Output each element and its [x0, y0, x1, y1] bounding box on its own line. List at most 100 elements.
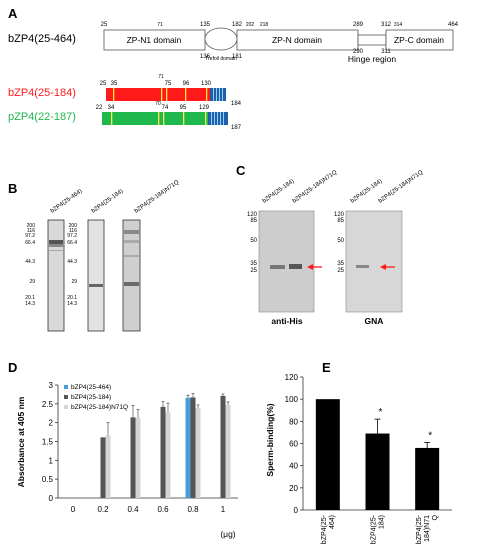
data-bar [105, 435, 111, 498]
gel-strip-3 [122, 219, 141, 332]
absorbance-bar-chart: 0 0.5 1 1.5 2 2.5 3 0 0.2 0.4 0.6 0.8 1 bZP4(25-464) b… [42, 381, 238, 514]
data-bar [220, 395, 226, 498]
domain-trefoil-label: Trefoil domain [205, 56, 237, 62]
panel-label-b: B [8, 181, 17, 196]
mw-marker: 25 [337, 268, 344, 274]
y-tick-label: 100 [285, 395, 299, 404]
trefoil-ellipse [204, 27, 238, 51]
legend-label: bZP4(25-464) [71, 384, 111, 391]
mw-marker: 44.3 [25, 259, 35, 265]
y-tick-label: 0 [49, 494, 54, 503]
domain-map [103, 27, 454, 51]
blot-membrane [345, 210, 403, 313]
mw-marker: 20.1 [25, 295, 35, 301]
aa-number: 136 [200, 54, 211, 60]
glyco-marker [206, 88, 208, 101]
aa-number: 311 [381, 49, 391, 55]
arrow-icon [380, 264, 386, 270]
aa-number: 95 [180, 105, 187, 111]
mw-marker: 35 [337, 261, 344, 267]
blot-label-gna: GNA [365, 316, 384, 326]
band-arrow-2 [380, 264, 395, 270]
blot-membrane [258, 210, 315, 313]
chart-e-ylabel: Sperm-binding(%) [265, 403, 275, 476]
mw-marker: 66.4 [67, 240, 77, 246]
x-tick-label: 0.6 [157, 505, 169, 514]
blot-label-anti-his: anti-His [271, 316, 302, 326]
y-tick-label: 120 [285, 373, 299, 382]
glyco-marker [185, 88, 187, 101]
aa-number: 71 [158, 74, 164, 80]
panel-label-e: E [322, 360, 331, 375]
gel-lane-label: bZP4(25-464) [50, 188, 84, 214]
chart-d-xunit: (μg) [220, 529, 235, 539]
glyco-marker [158, 112, 160, 125]
y-tick-label: 20 [289, 484, 298, 493]
gel-lane-label: bZP4(25-184)N71Q [134, 179, 181, 214]
gel-band [124, 240, 139, 243]
aa-number: 96 [183, 81, 190, 87]
y-tick-label: 0 [294, 506, 299, 515]
aa-number: 289 [353, 22, 364, 28]
aa-number: 70 [155, 101, 161, 107]
aa-number: 312 [381, 22, 392, 28]
sperm-binding-bar-chart: 020406080100120bZP4(25-464)*bZP4(25-184)… [285, 373, 452, 544]
western-blot-gna [345, 210, 403, 313]
mw-marker: 97.2 [67, 233, 77, 239]
his-tag-segment [210, 88, 226, 101]
data-bar [190, 397, 196, 498]
mw-marker: 116 [69, 228, 77, 234]
panel-label-a: A [8, 6, 18, 21]
panel-label-c: C [236, 163, 246, 178]
glyco-marker [113, 88, 115, 101]
mw-marker: 25 [250, 268, 257, 274]
aa-number: 218 [260, 22, 269, 28]
tag-stripe [222, 88, 223, 101]
green-segment [102, 112, 208, 125]
aa-number: 22 [96, 105, 103, 111]
glyco-marker [205, 112, 207, 125]
aa-number: 75 [165, 81, 172, 87]
gel-band [49, 240, 63, 244]
data-bar [365, 433, 390, 510]
x-tick-label: 1 [221, 505, 226, 514]
aa-number: 135 [200, 22, 211, 28]
mw-marker: 29 [71, 279, 77, 285]
band-arrow-1 [307, 264, 322, 270]
y-tick-label: 2 [49, 419, 54, 428]
data-bar [315, 399, 340, 510]
aa-number: 314 [394, 22, 403, 28]
y-tick-label: 1.5 [42, 438, 54, 447]
data-bar [100, 437, 106, 498]
aa-number: 187 [231, 125, 242, 131]
mw-marker: 14.3 [25, 301, 35, 307]
aa-number: 71 [157, 22, 163, 28]
domain-zp-n-label: ZP-N domain [272, 35, 322, 45]
construct-label-green: pZP4(22-187) [8, 111, 76, 123]
x-tick-label: bZP4(25-184)N71Q [416, 514, 439, 544]
tag-stripe [217, 112, 218, 125]
data-bar [160, 406, 166, 498]
green-construct-bar [102, 112, 228, 125]
gel-strip [87, 219, 105, 332]
chart-d-ylabel: Absorbance at 405 nm [16, 396, 26, 487]
construct-label-red: bZP4(25-184) [8, 87, 76, 99]
mw-marker: 200 [27, 223, 36, 229]
blot-band [356, 265, 369, 268]
panel-label-d: D [8, 360, 17, 375]
legend-swatch [64, 395, 68, 399]
y-tick-label: 3 [49, 381, 54, 390]
tag-stripe [223, 112, 224, 125]
mw-marker: 97.2 [25, 233, 35, 239]
gel-b-markers-left: 200 116 97.2 66.4 44.3 29 20.1 14.3 [25, 223, 35, 307]
data-bar [185, 397, 191, 498]
y-tick-label: 0.5 [42, 475, 54, 484]
gel-lane-label: bZP4(25-184) [91, 188, 125, 214]
tag-stripe [213, 88, 214, 101]
y-tick-label: 2.5 [42, 400, 54, 409]
x-tick-label-line: 184)N71 [424, 515, 431, 542]
gel-strip-2 [87, 219, 105, 332]
aa-number: 35 [111, 81, 118, 87]
data-bar [195, 408, 201, 498]
